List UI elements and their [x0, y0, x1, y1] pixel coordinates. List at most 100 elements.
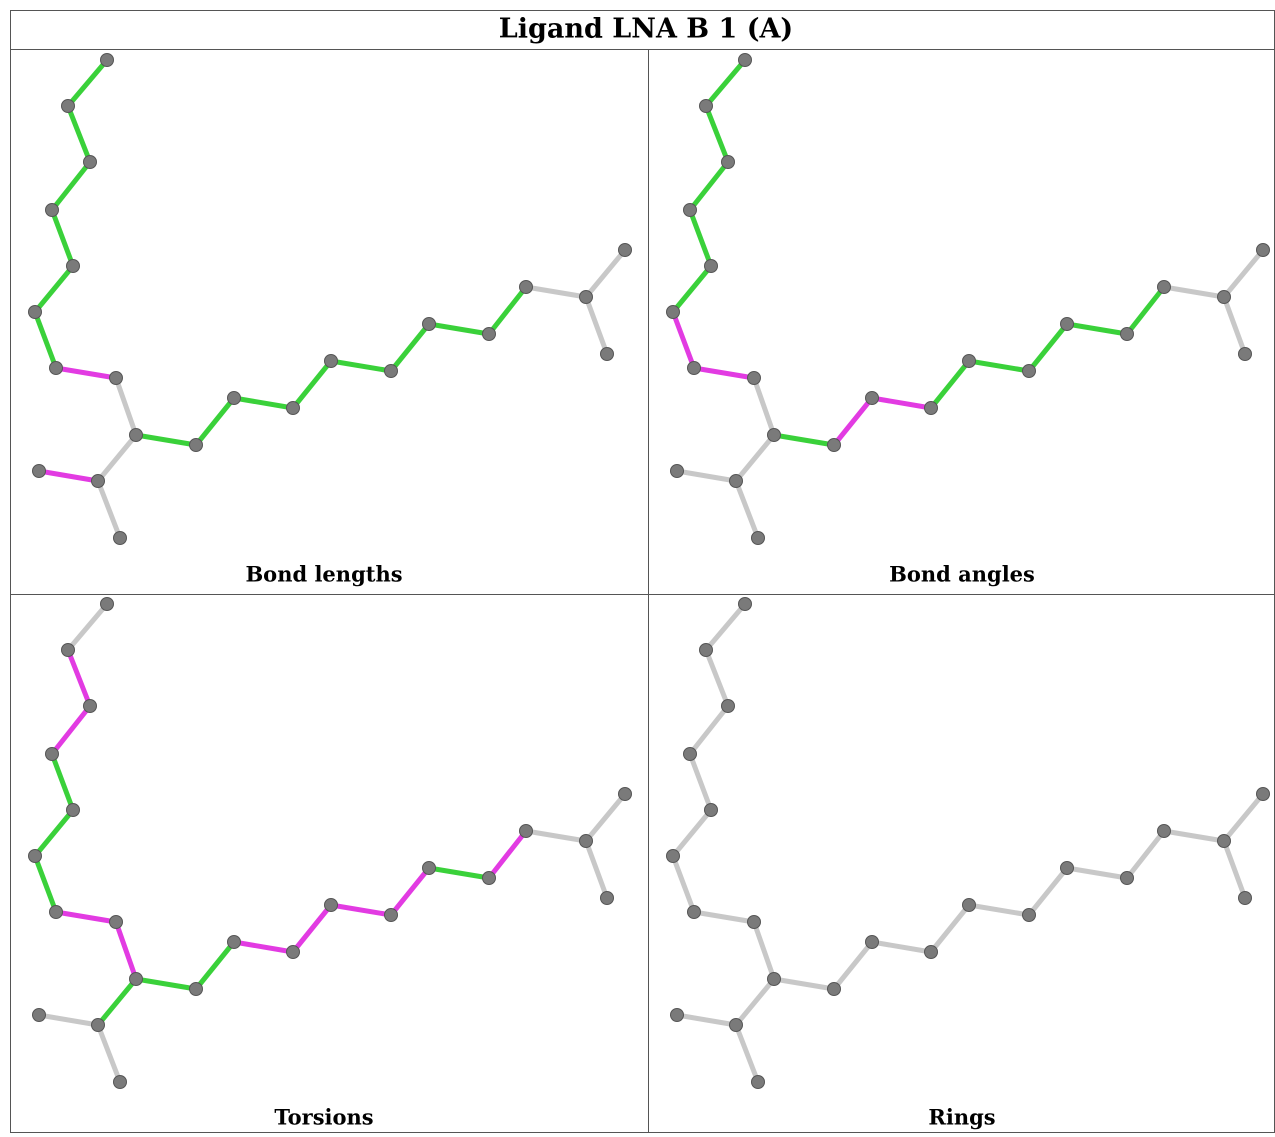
bond: [231, 395, 296, 411]
atom: [751, 1075, 765, 1089]
bond: [733, 976, 777, 1028]
bond: [1161, 284, 1227, 300]
bond: [231, 939, 296, 955]
bond: [32, 853, 59, 915]
atom: [100, 53, 114, 67]
atom: [962, 898, 976, 912]
atom: [227, 391, 241, 405]
bond: [928, 902, 972, 955]
atom: [670, 464, 684, 478]
bond: [674, 468, 739, 484]
bond: [691, 909, 757, 925]
bond: [687, 703, 731, 757]
atom: [91, 1018, 105, 1032]
atom: [1256, 243, 1270, 257]
bond: [32, 807, 76, 859]
atom: [729, 474, 743, 488]
atom: [687, 905, 701, 919]
atom: [618, 787, 632, 801]
atom: [28, 305, 42, 319]
bond: [388, 321, 432, 374]
atom: [751, 531, 765, 545]
atom: [227, 935, 241, 949]
atom: [704, 259, 718, 273]
atom: [1157, 280, 1171, 294]
atom: [1060, 861, 1074, 875]
bond: [966, 902, 1032, 918]
bond: [113, 919, 139, 982]
atom: [49, 905, 63, 919]
atom: [66, 803, 80, 817]
bond: [65, 57, 110, 109]
bond: [687, 159, 731, 213]
bond: [751, 919, 777, 982]
panel-caption: Rings: [928, 1105, 995, 1130]
bond: [831, 395, 875, 448]
bond: [1026, 865, 1070, 918]
bond: [687, 751, 714, 813]
bond: [388, 865, 432, 918]
bond: [674, 1012, 739, 1028]
atom: [865, 935, 879, 949]
atom: [482, 327, 496, 341]
atom: [618, 243, 632, 257]
atom: [100, 597, 114, 611]
atom: [704, 803, 718, 817]
bond: [1064, 321, 1130, 337]
atom: [384, 364, 398, 378]
bond: [831, 939, 875, 992]
bond: [36, 1012, 101, 1028]
atom: [109, 915, 123, 929]
bond: [486, 828, 529, 881]
bond: [771, 976, 837, 992]
bond: [1124, 284, 1167, 337]
bond: [193, 395, 237, 448]
atom: [286, 401, 300, 415]
bond: [133, 432, 199, 448]
atom: [579, 834, 593, 848]
atom: [1256, 787, 1270, 801]
bond: [670, 807, 714, 859]
bond: [486, 284, 529, 337]
bond: [966, 358, 1032, 374]
atom: [61, 99, 75, 113]
atom: [45, 747, 59, 761]
panel-caption: Bond lengths: [245, 562, 402, 587]
atom: [1238, 891, 1252, 905]
bond: [53, 365, 119, 381]
atom: [1120, 327, 1134, 341]
atom: [1157, 824, 1171, 838]
title: Ligand LNA B 1 (A): [499, 14, 793, 45]
bond: [1221, 294, 1248, 357]
atom: [683, 203, 697, 217]
bond: [687, 207, 714, 269]
atom: [61, 643, 75, 657]
bond: [733, 478, 761, 541]
bond: [523, 284, 589, 300]
atom: [83, 699, 97, 713]
bond: [290, 902, 334, 955]
atom: [324, 898, 338, 912]
bond: [583, 247, 628, 300]
bond: [670, 309, 697, 371]
atom: [738, 53, 752, 67]
atom: [113, 1075, 127, 1089]
atom: [482, 871, 496, 885]
outer-border: [10, 10, 1275, 1133]
atom: [767, 428, 781, 442]
bond: [670, 853, 697, 915]
bond: [113, 375, 139, 438]
atom: [519, 824, 533, 838]
atom: [28, 849, 42, 863]
atom: [1120, 871, 1134, 885]
atom: [91, 474, 105, 488]
atom: [600, 347, 614, 361]
bond: [426, 321, 492, 337]
atom: [721, 699, 735, 713]
bond: [1221, 838, 1248, 901]
atom: [1217, 290, 1231, 304]
atom: [699, 643, 713, 657]
bond: [583, 294, 610, 357]
bond: [583, 791, 628, 844]
bond: [36, 468, 101, 484]
